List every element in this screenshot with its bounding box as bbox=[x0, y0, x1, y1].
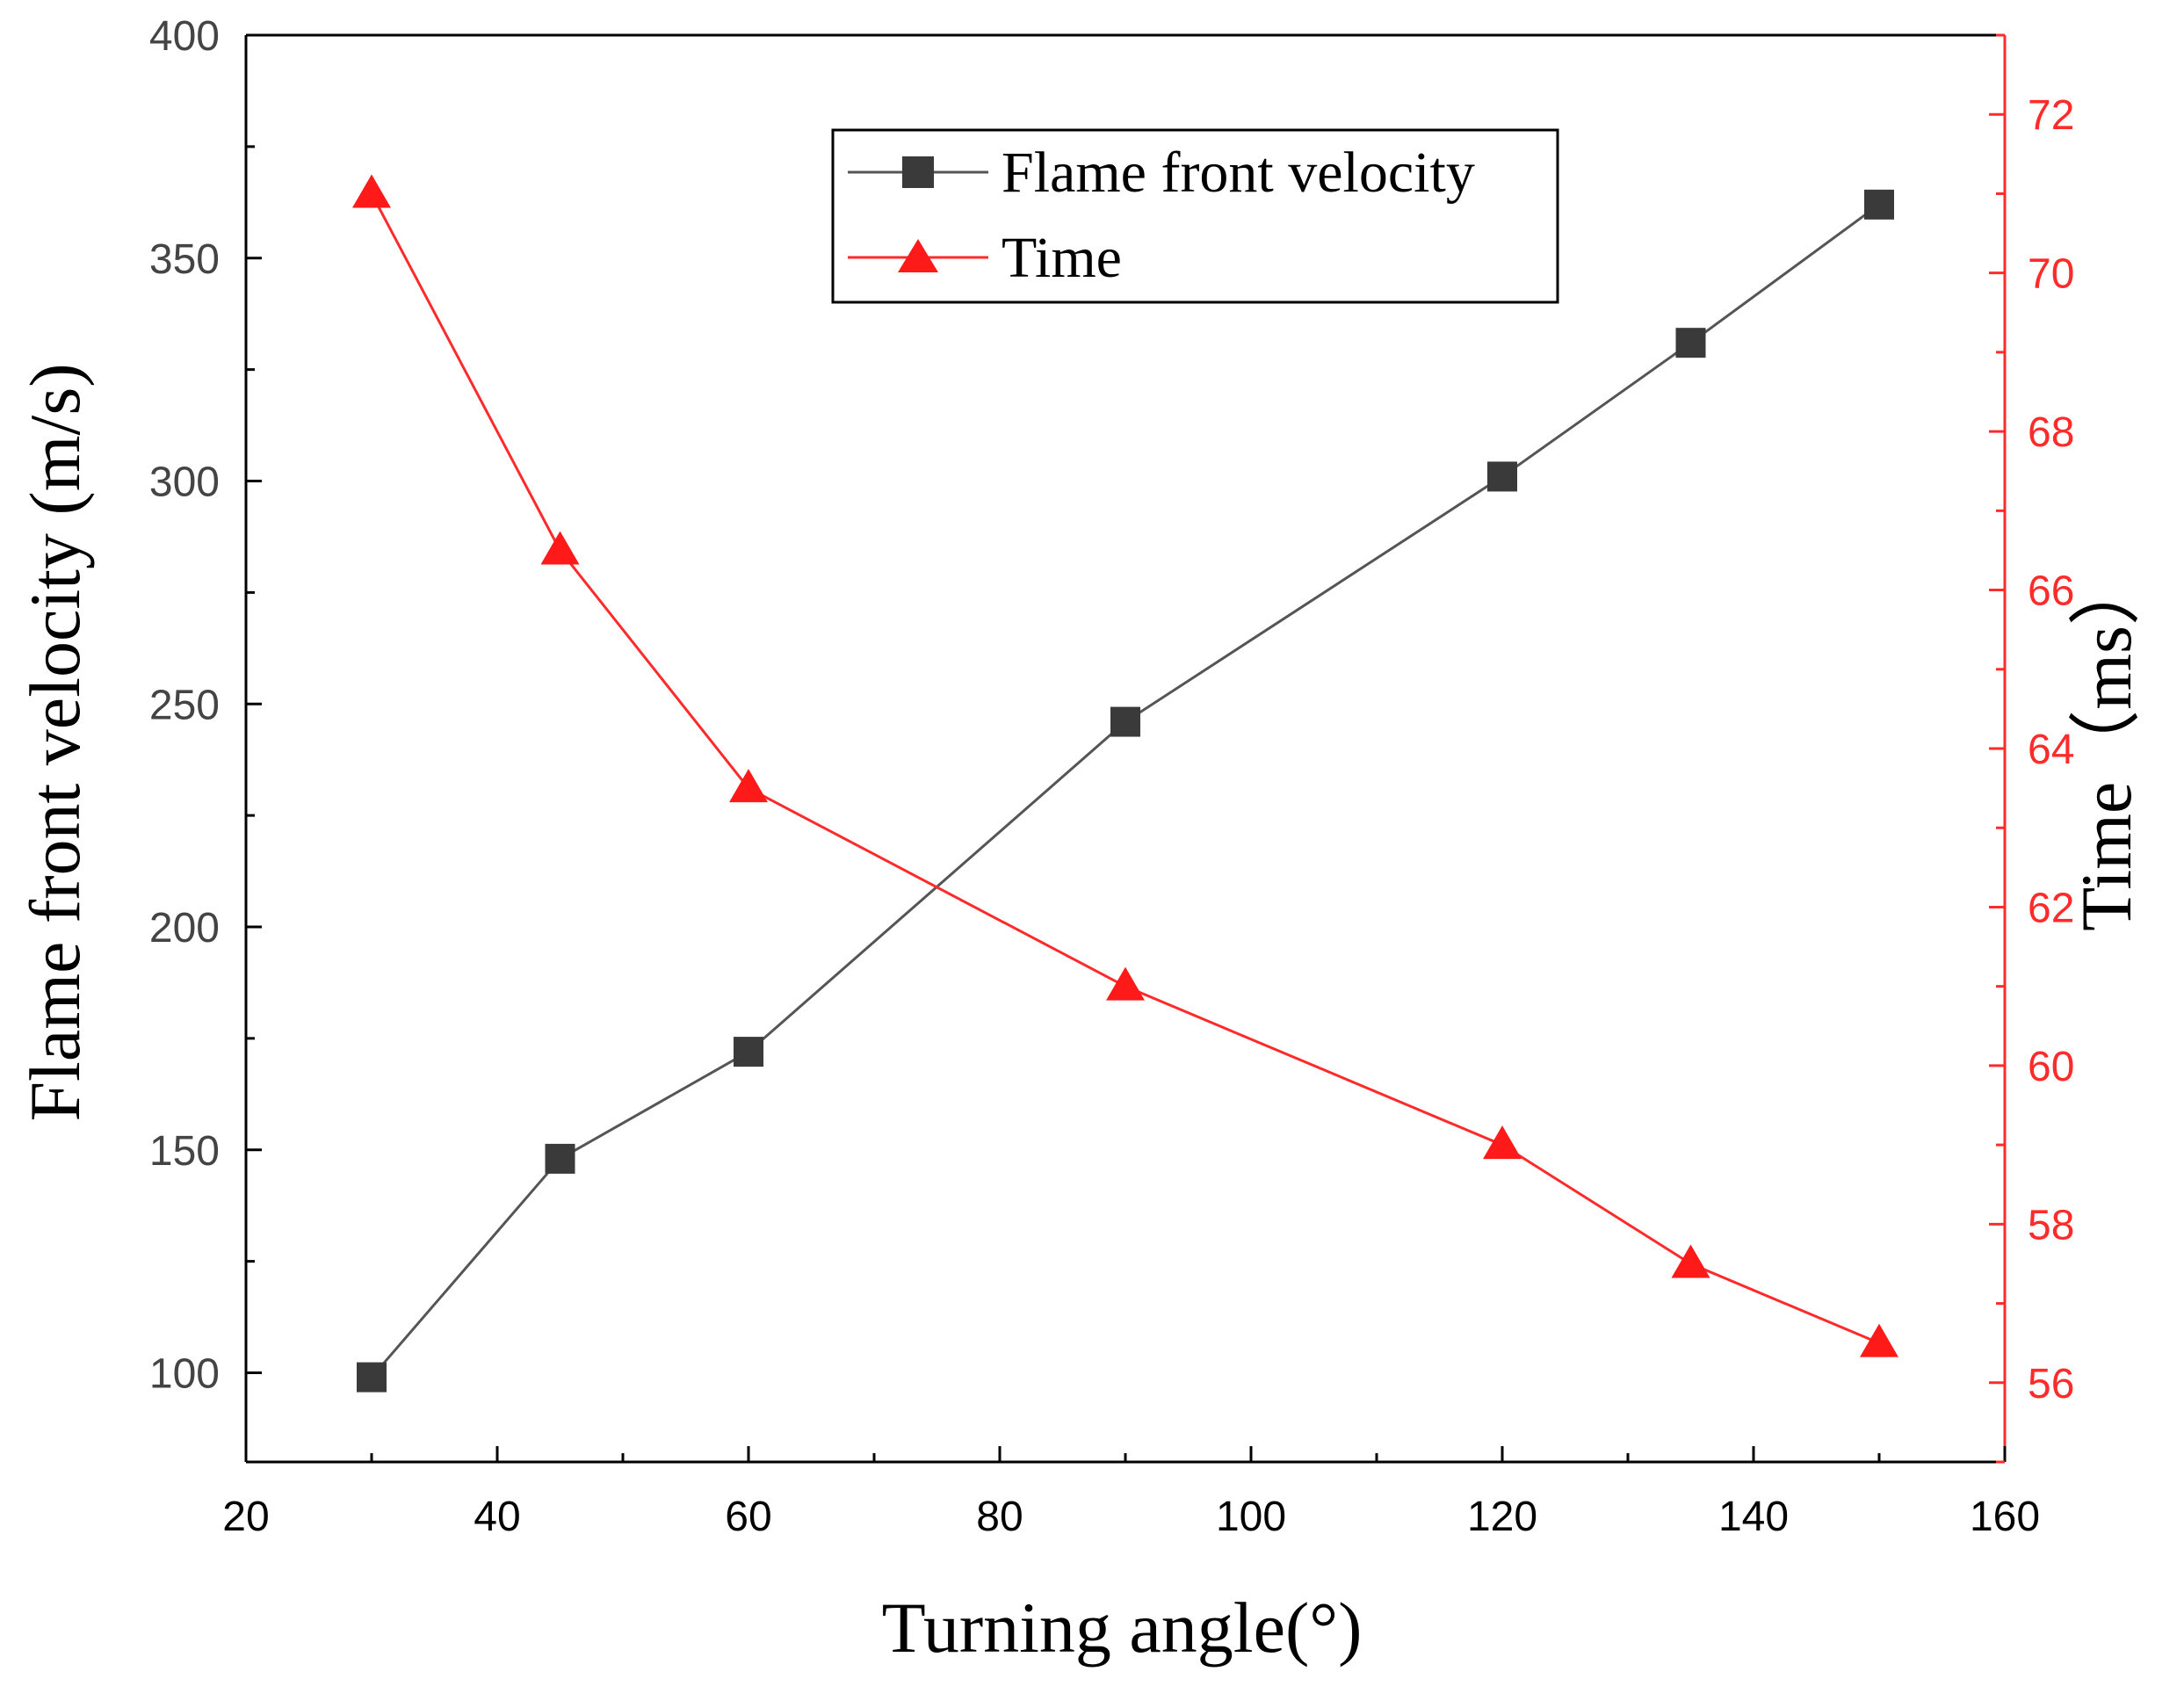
x-tick-label: 100 bbox=[1216, 1494, 1286, 1540]
y-right-tick-label: 72 bbox=[2028, 92, 2074, 139]
time-data-point bbox=[1671, 1244, 1710, 1278]
y-right-tick-label: 58 bbox=[2028, 1202, 2074, 1248]
x-axis: 20 40 60 80 100 120 140 160 bbox=[222, 1446, 2040, 1540]
x-tick-label: 60 bbox=[725, 1494, 771, 1540]
legend: Flame front velocity Time bbox=[831, 128, 1559, 304]
velocity-data-point bbox=[1487, 461, 1517, 492]
y-left-tick-label: 400 bbox=[149, 13, 220, 60]
time-data-point bbox=[352, 174, 391, 208]
x-axis-title: Turning angle(°) bbox=[882, 1588, 1363, 1668]
series-layer bbox=[352, 174, 1898, 1393]
legend-time-label: Time bbox=[1002, 226, 1122, 290]
x-tick-label: 40 bbox=[474, 1494, 520, 1540]
y-right-tick-label: 60 bbox=[2028, 1044, 2074, 1090]
y-right-axis: 56 58 60 62 64 66 68 70 72 bbox=[1989, 33, 2074, 1464]
time-data-point bbox=[540, 531, 580, 565]
velocity-data-point bbox=[1675, 328, 1706, 358]
y-right-tick-label: 70 bbox=[2028, 251, 2074, 298]
y-left-tick-label: 100 bbox=[149, 1351, 220, 1398]
legend-velocity-marker bbox=[902, 156, 934, 188]
y-left-tick-label: 200 bbox=[149, 905, 220, 952]
time-data-point bbox=[1106, 966, 1145, 1001]
velocity-data-point bbox=[1864, 189, 1894, 220]
x-tick-label: 80 bbox=[976, 1494, 1023, 1540]
legend-time-marker bbox=[898, 239, 938, 272]
time-data-point bbox=[1483, 1125, 1522, 1160]
y-left-tick-label: 350 bbox=[149, 236, 220, 283]
velocity-data-point bbox=[734, 1037, 763, 1067]
y-left-axis-title: Flame front velocity (m/s) bbox=[15, 363, 95, 1121]
y-left-tick-label: 150 bbox=[149, 1128, 220, 1175]
y-right-tick-label: 56 bbox=[2028, 1361, 2074, 1407]
y-left-axis: 100 150 200 250 300 350 400 bbox=[149, 13, 262, 1398]
legend-velocity-label: Flame front velocity bbox=[1002, 141, 1475, 205]
velocity-data-point bbox=[1110, 706, 1140, 737]
x-tick-label: 160 bbox=[1970, 1494, 2040, 1540]
y-right-axis-title: Time（ms） bbox=[2066, 554, 2146, 931]
x-tick-label: 20 bbox=[222, 1494, 269, 1540]
y-left-tick-label: 300 bbox=[149, 459, 220, 506]
legend-box bbox=[831, 128, 1559, 304]
y-left-tick-label: 250 bbox=[149, 682, 220, 728]
x-tick-label: 120 bbox=[1467, 1494, 1537, 1540]
y-right-tick-label: 66 bbox=[2028, 568, 2074, 615]
y-right-tick-label: 68 bbox=[2028, 409, 2074, 456]
time-data-point bbox=[729, 769, 768, 803]
y-right-tick-label: 62 bbox=[2028, 885, 2074, 931]
velocity-data-point bbox=[545, 1143, 575, 1174]
x-tick-label: 140 bbox=[1718, 1494, 1789, 1540]
velocity-data-point bbox=[357, 1362, 387, 1393]
time-data-point bbox=[1860, 1323, 1898, 1357]
y-right-tick-label: 64 bbox=[2028, 727, 2074, 773]
